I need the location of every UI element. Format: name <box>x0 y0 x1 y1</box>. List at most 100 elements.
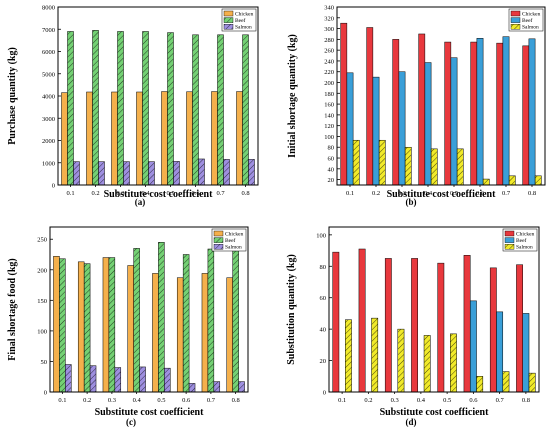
bar-a-salmon-0.8 <box>248 159 255 186</box>
x-tick-label-a-0.7: 0.7 <box>216 190 225 197</box>
panel-label-d: (d) <box>406 417 417 427</box>
y-tick-label-b-320: 320 <box>324 15 334 22</box>
legend-swatch-a-beef <box>223 17 234 23</box>
bar-a-salmon-0.3 <box>123 161 130 186</box>
y-tick-label-b-340: 340 <box>324 5 334 12</box>
bar-b-chicken-0.2 <box>366 27 374 186</box>
y-tick-label-a-6000: 6000 <box>42 49 55 56</box>
bar-d-salmon-0.3 <box>397 328 405 393</box>
bar-d-salmon-0.6 <box>476 376 484 393</box>
x-tick-label-a-0.6: 0.6 <box>191 190 200 197</box>
bar-b-beef-0.1 <box>346 72 354 186</box>
panel-label-a: (a) <box>135 197 146 207</box>
plot-frame-b <box>336 6 546 186</box>
bar-a-salmon-0.1 <box>73 161 80 186</box>
chart-panel-c: 0 50 100 150 200 250 0.1 0.2 0.3 0.4 0.5 0.6 0.7 0.8 S… <box>7 226 249 427</box>
bar-b-chicken-0.8 <box>522 45 530 186</box>
y-tick-label-d-100: 100 <box>316 232 326 239</box>
x-tick-label-d-0.6: 0.6 <box>469 397 478 404</box>
bar-c-chicken-0.3 <box>102 257 110 393</box>
bar-c-salmon-0.5 <box>164 367 171 393</box>
x-tick-label-c-0.6: 0.6 <box>182 397 191 404</box>
bar-a-chicken-0.2 <box>86 91 93 186</box>
bar-b-beef-0.5 <box>450 57 458 186</box>
legend-label-b-beef: Beef <box>522 17 533 24</box>
bar-a-beef-0.5 <box>167 32 174 186</box>
chart-panel-b: 20 40 60 80 100 120 140 160 180 200 220 240 260 280 30… <box>287 5 546 207</box>
legend-swatch-c-beef <box>213 237 224 243</box>
bar-b-beef-0.7 <box>502 36 510 186</box>
legend-label-d-salmon: Salmon <box>516 245 533 251</box>
y-tick-label-b-200: 200 <box>324 80 334 87</box>
bar-d-salmon-0.5 <box>450 333 457 393</box>
panel-label-b: (b) <box>406 197 417 207</box>
y-axis-title-a: Purchase quantity (kg) <box>7 47 18 145</box>
y-tick-label-a-7000: 7000 <box>42 27 55 34</box>
bar-c-beef-0.2 <box>83 263 91 393</box>
y-tick-label-c-250: 250 <box>37 237 47 244</box>
legend-label-b-salmon: Salmon <box>522 25 539 31</box>
bar-a-salmon-0.5 <box>173 161 180 186</box>
legend-swatch-b-beef <box>510 17 521 23</box>
legend-label-a-chicken: Chicken <box>235 12 254 18</box>
bar-a-beef-0.4 <box>142 31 149 186</box>
y-tick-label-d-80: 80 <box>320 264 327 271</box>
bar-c-salmon-0.7 <box>213 381 221 393</box>
legend-swatch-a-chicken <box>223 10 234 17</box>
x-tick-label-b-0.5: 0.5 <box>450 190 458 197</box>
legend-label-c-chicken: Chicken <box>225 232 244 238</box>
bar-b-chicken-0.3 <box>392 39 400 186</box>
x-tick-label-c-0.3: 0.3 <box>108 397 116 404</box>
y-tick-label-b-180: 180 <box>324 91 334 98</box>
x-tick-label-b-0.2: 0.2 <box>372 190 380 197</box>
bar-d-beef-0.7 <box>496 311 504 393</box>
bar-a-salmon-0.4 <box>148 161 155 186</box>
x-tick-label-c-0.8: 0.8 <box>232 397 240 404</box>
bar-c-beef-0.3 <box>108 257 116 393</box>
x-tick-label-d-0.5: 0.5 <box>443 397 451 404</box>
y-tick-label-a-5000: 5000 <box>42 71 55 78</box>
legend-swatch-a-salmon <box>223 24 234 30</box>
bar-a-chicken-0.7 <box>211 91 218 186</box>
bar-b-beef-0.6 <box>476 38 484 186</box>
y-tick-label-b-300: 300 <box>324 26 334 33</box>
plot-frame-d <box>328 226 540 393</box>
bar-a-salmon-0.6 <box>198 158 205 186</box>
bar-a-beef-0.1 <box>67 31 74 186</box>
bar-b-beef-0.8 <box>528 38 536 186</box>
bar-c-beef-0.1 <box>59 258 66 393</box>
bar-b-chicken-0.1 <box>340 22 348 186</box>
legend-label-a-beef: Beef <box>235 17 246 24</box>
x-axis-title-c: Substitute cost coefficient <box>95 407 205 418</box>
bar-d-chicken-0.5 <box>437 262 445 393</box>
y-tick-label-a-4000: 4000 <box>42 94 55 101</box>
y-tick-label-b-220: 220 <box>324 69 334 76</box>
y-tick-label-a-2000: 2000 <box>42 138 55 145</box>
bar-c-salmon-0.6 <box>188 383 196 393</box>
bar-d-beef-0.6 <box>469 300 477 393</box>
bar-a-salmon-0.2 <box>98 161 105 186</box>
y-tick-label-b-80: 80 <box>328 145 335 152</box>
x-tick-label-a-0.5: 0.5 <box>166 190 174 197</box>
bar-d-chicken-0.8 <box>516 264 523 393</box>
bar-b-chicken-0.5 <box>444 41 452 186</box>
bar-c-salmon-0.4 <box>139 366 146 393</box>
x-tick-label-c-0.1: 0.1 <box>58 397 66 404</box>
legend-label-d-beef: Beef <box>516 237 527 244</box>
y-tick-label-d-40: 40 <box>320 327 327 334</box>
x-axis-title-a: Substitute cost coefficient <box>104 189 214 200</box>
bar-a-chicken-0.1 <box>61 92 68 186</box>
bar-c-chicken-0.2 <box>77 261 85 393</box>
bar-b-salmon-0.8 <box>534 175 542 186</box>
x-tick-label-c-0.2: 0.2 <box>83 397 91 404</box>
bar-d-salmon-0.1 <box>345 319 352 393</box>
x-tick-label-c-0.5: 0.5 <box>157 397 165 404</box>
bar-a-chicken-0.5 <box>161 91 168 186</box>
bar-a-chicken-0.3 <box>111 91 118 186</box>
legend-swatch-d-beef <box>504 237 515 243</box>
bar-b-chicken-0.6 <box>470 41 478 186</box>
bar-a-beef-0.3 <box>117 31 124 186</box>
bar-d-salmon-0.8 <box>528 372 536 393</box>
bar-b-salmon-0.5 <box>456 148 464 186</box>
